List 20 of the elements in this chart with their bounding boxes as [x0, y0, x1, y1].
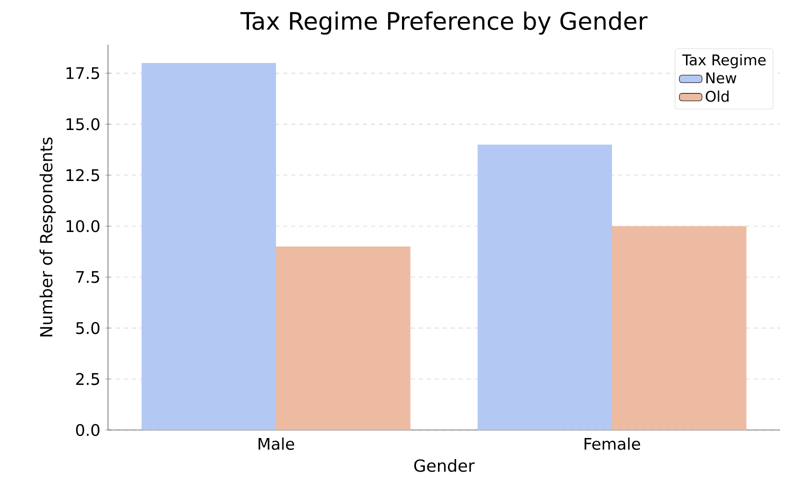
y-tick-label: 2.5 [76, 372, 100, 386]
x-tick-label: Male [258, 438, 294, 450]
y-tick-label: 17.5 [66, 67, 100, 80]
legend-label: Old [706, 90, 729, 102]
legend-title: Tax Regime [682, 54, 766, 68]
chart-title: Tax Regime Preference by Gender [240, 11, 648, 35]
bar [142, 63, 276, 430]
bar [612, 226, 746, 430]
x-tick-label: Female [584, 438, 640, 450]
y-tick-label: 0.0 [76, 424, 100, 436]
x-axis-title: Gender [414, 459, 475, 472]
legend-label: New [706, 72, 736, 84]
y-axis-title: Number of Respondents [40, 137, 56, 336]
y-tick-label: 7.5 [76, 271, 100, 284]
y-tick-label: 10.0 [66, 220, 100, 232]
bar [276, 246, 410, 430]
y-tick-label: 12.5 [66, 169, 100, 182]
bar [478, 144, 612, 430]
y-tick-label: 15.0 [66, 118, 100, 130]
y-tick-label: 5.0 [76, 322, 100, 334]
